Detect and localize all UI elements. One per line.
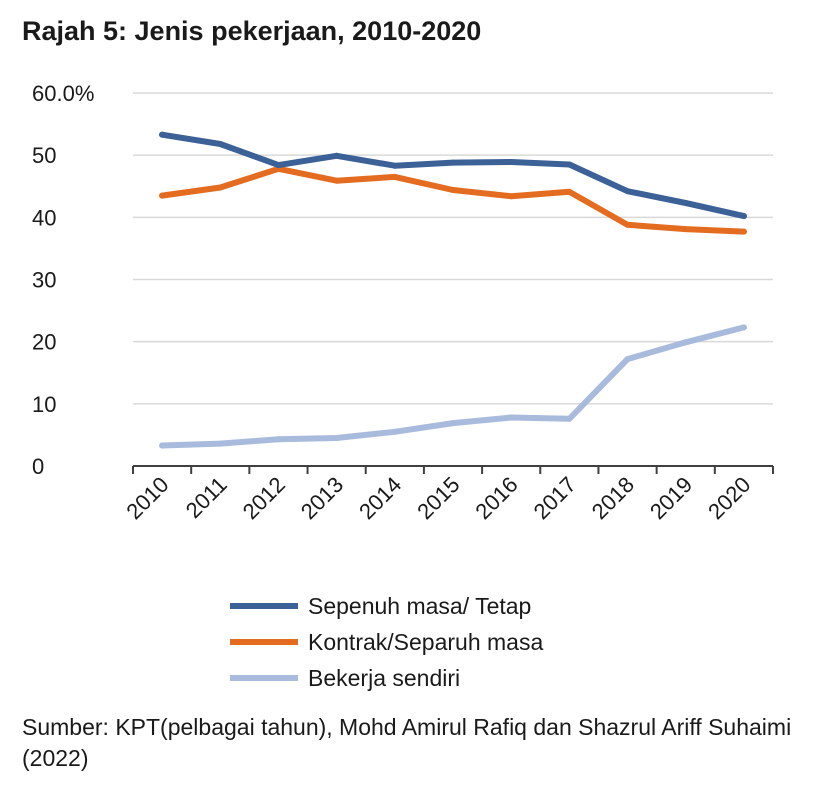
y-tick-label: 0 bbox=[32, 454, 44, 479]
x-tick-label: 2011 bbox=[181, 472, 232, 523]
legend: Sepenuh masa/ Tetap Kontrak/Separuh masa… bbox=[230, 588, 543, 696]
y-tick-label: 10 bbox=[32, 392, 56, 417]
data-point bbox=[391, 428, 398, 435]
x-tick-label: 2017 bbox=[529, 472, 581, 524]
y-tick-label: 60.0% bbox=[32, 81, 94, 106]
data-point bbox=[333, 435, 340, 442]
data-point bbox=[391, 173, 398, 180]
chart-title: Rajah 5: Jenis pekerjaan, 2010-2020 bbox=[22, 16, 482, 46]
legend-swatch-bekerja-sendiri bbox=[230, 675, 298, 681]
data-point bbox=[217, 140, 224, 147]
y-tick-label: 30 bbox=[32, 268, 56, 293]
data-point bbox=[159, 442, 166, 449]
data-point bbox=[450, 420, 456, 427]
data-point bbox=[740, 213, 747, 220]
legend-label: Kontrak/Separuh masa bbox=[308, 628, 544, 655]
x-tick-label: 2013 bbox=[296, 472, 348, 524]
data-point bbox=[450, 159, 456, 166]
data-point bbox=[275, 436, 282, 443]
data-point bbox=[159, 192, 166, 199]
data-point bbox=[275, 162, 282, 169]
legend-swatch-kontrak bbox=[230, 639, 298, 645]
data-point bbox=[624, 221, 631, 228]
source-note: Sumber: KPT(pelbagai tahun), Mohd Amirul… bbox=[22, 714, 792, 771]
data-point bbox=[682, 226, 689, 233]
data-point bbox=[333, 177, 340, 184]
data-point bbox=[508, 193, 515, 200]
legend-item-bekerja-sendiri: Bekerja sendiri bbox=[230, 660, 543, 696]
legend-label: Bekerja sendiri bbox=[308, 664, 461, 691]
data-point bbox=[566, 415, 573, 422]
data-point bbox=[682, 200, 689, 207]
series-lines bbox=[159, 131, 747, 449]
data-point bbox=[217, 440, 224, 447]
data-point bbox=[159, 131, 166, 138]
data-point bbox=[740, 324, 747, 331]
y-tick-label: 50 bbox=[32, 143, 56, 168]
data-point bbox=[740, 228, 747, 235]
data-point bbox=[508, 414, 515, 421]
legend-item-kontrak: Kontrak/Separuh masa bbox=[230, 624, 543, 660]
x-tick-label: 2016 bbox=[470, 472, 522, 524]
data-point bbox=[450, 186, 456, 193]
data-point bbox=[566, 188, 573, 195]
data-point bbox=[624, 188, 631, 195]
data-point bbox=[508, 159, 515, 166]
x-tick-label: 2014 bbox=[354, 472, 406, 524]
x-tick-label: 2015 bbox=[412, 472, 464, 524]
y-tick-label: 40 bbox=[32, 205, 56, 230]
legend-swatch-sepenuh-masa bbox=[230, 603, 298, 609]
x-tick-label: 2018 bbox=[587, 472, 639, 524]
x-axis-ticks: 2010 2011 2012 2013 2014 2015 2016 2017 2018 2019… bbox=[121, 472, 755, 524]
x-tick-label: 2012 bbox=[238, 472, 290, 524]
data-point bbox=[333, 152, 340, 159]
data-point bbox=[624, 356, 631, 363]
legend-label: Sepenuh masa/ Tetap bbox=[308, 592, 532, 619]
data-point bbox=[217, 184, 224, 191]
data-point bbox=[682, 339, 689, 346]
x-tick-label: 2010 bbox=[121, 472, 173, 524]
x-tick-label: 2020 bbox=[703, 472, 755, 524]
x-axis bbox=[132, 465, 774, 474]
gridlines bbox=[133, 92, 773, 405]
series-line bbox=[159, 165, 747, 235]
series-line bbox=[159, 324, 747, 449]
y-tick-label: 20 bbox=[32, 330, 56, 355]
data-point bbox=[391, 162, 398, 169]
data-point bbox=[566, 161, 573, 168]
y-axis-ticks: 60.0% 50 40 30 20 10 0 bbox=[32, 81, 94, 479]
legend-item-sepenuh-masa: Sepenuh masa/ Tetap bbox=[230, 588, 543, 624]
x-tick-label: 2019 bbox=[645, 472, 697, 524]
